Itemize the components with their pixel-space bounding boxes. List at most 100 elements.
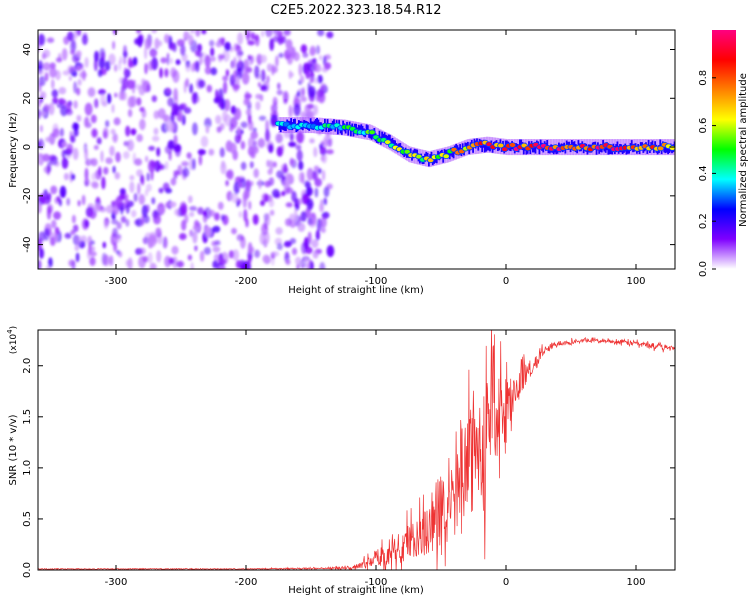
noise-blob [146,172,150,182]
noise-blob [170,111,175,124]
noise-blob [127,79,135,90]
noise-blob [204,54,211,68]
noise-blob [119,56,123,64]
noise-blob [43,103,49,113]
noise-blob [56,195,61,202]
x-tick-label: 100 [626,276,645,287]
noise-blob [240,235,245,241]
noise-blob [198,154,202,166]
noise-blob [281,190,286,197]
noise-blob [64,232,72,239]
noise-blob [275,227,283,235]
noise-blob [162,236,168,249]
noise-blob [73,100,78,109]
noise-blob [293,103,301,117]
noise-blob [271,188,280,198]
noise-blob [236,76,240,86]
noise-blob [277,30,283,38]
noise-blob [82,69,86,82]
noise-blob [46,164,50,176]
noise-blob [145,155,149,163]
noise-blob [56,103,64,109]
noise-blob [73,30,78,40]
noise-blob [222,81,228,94]
track-body [442,154,445,163]
snr-y-axis: 0.0 0.5 1.0 1.5 2.0 [22,358,675,578]
noise-blob [288,70,292,80]
noise-blob [140,215,145,226]
noise-blob [112,165,116,174]
noise-blob [210,67,218,76]
track-body [483,144,486,153]
noise-blob [84,147,89,161]
track-body [539,139,542,148]
noise-blob [272,35,280,43]
noise-blob [323,136,329,148]
noise-blob [265,30,273,38]
noise-blob [44,72,49,82]
track-body [647,140,650,148]
noise-blob [179,201,187,215]
noise-blob [90,181,99,188]
noise-blob [42,62,51,71]
noise-blob [61,48,68,61]
noise-blob [266,63,272,72]
y-tick-label: -20 [22,188,33,204]
noise-blob [171,102,180,116]
noise-blob [38,138,45,150]
track-body [546,140,549,148]
noise-blob [254,65,260,79]
noise-blob [309,77,314,84]
track-body [659,139,662,148]
track-body [448,151,451,160]
noise-blob [320,227,326,233]
noise-blob [230,60,234,69]
noise-blob [212,246,221,253]
noise-blob [49,67,57,78]
track-body [664,145,667,154]
track-body [290,118,292,127]
noise-blob [301,172,305,185]
noise-blob [58,87,67,95]
noise-blob [238,182,243,188]
noise-blob [288,141,297,147]
y-tick-label: 1.0 [22,460,33,476]
noise-blob [148,145,156,151]
noise-blob [245,108,252,116]
noise-blob [245,218,249,228]
noise-blob [236,201,240,208]
snr-x-axis: -300 -200 -100 0 100 [105,330,646,588]
noise-blob [125,219,130,227]
noise-blob [129,175,135,181]
noise-blob [324,62,332,70]
noise-blob [52,128,60,138]
noise-blob [289,132,294,142]
noise-blob [240,140,246,150]
noise-blob [43,228,50,241]
noise-blob [111,219,119,225]
spectrogram-frame [37,29,676,270]
noise-blob [142,256,149,263]
noise-blob [320,82,327,91]
track-body [314,119,317,127]
noise-blob [94,98,99,109]
noise-blob [313,77,319,84]
noise-blob [291,247,298,256]
noise-blob [159,67,163,79]
noise-blob [231,227,237,235]
noise-blob [221,37,225,46]
noise-blob [73,129,79,137]
noise-blob [139,118,146,131]
noise-blob [312,250,319,259]
noise-blob [142,236,149,245]
noise-blob [91,128,98,138]
noise-blob [60,105,68,117]
noise-blob [189,205,198,212]
noise-blob [283,98,288,105]
noise-blob [305,186,313,197]
noise-blob [48,232,57,242]
noise-blob [47,205,52,214]
noise-blob [317,74,323,84]
noise-blob [153,127,159,135]
track-body [292,119,295,127]
